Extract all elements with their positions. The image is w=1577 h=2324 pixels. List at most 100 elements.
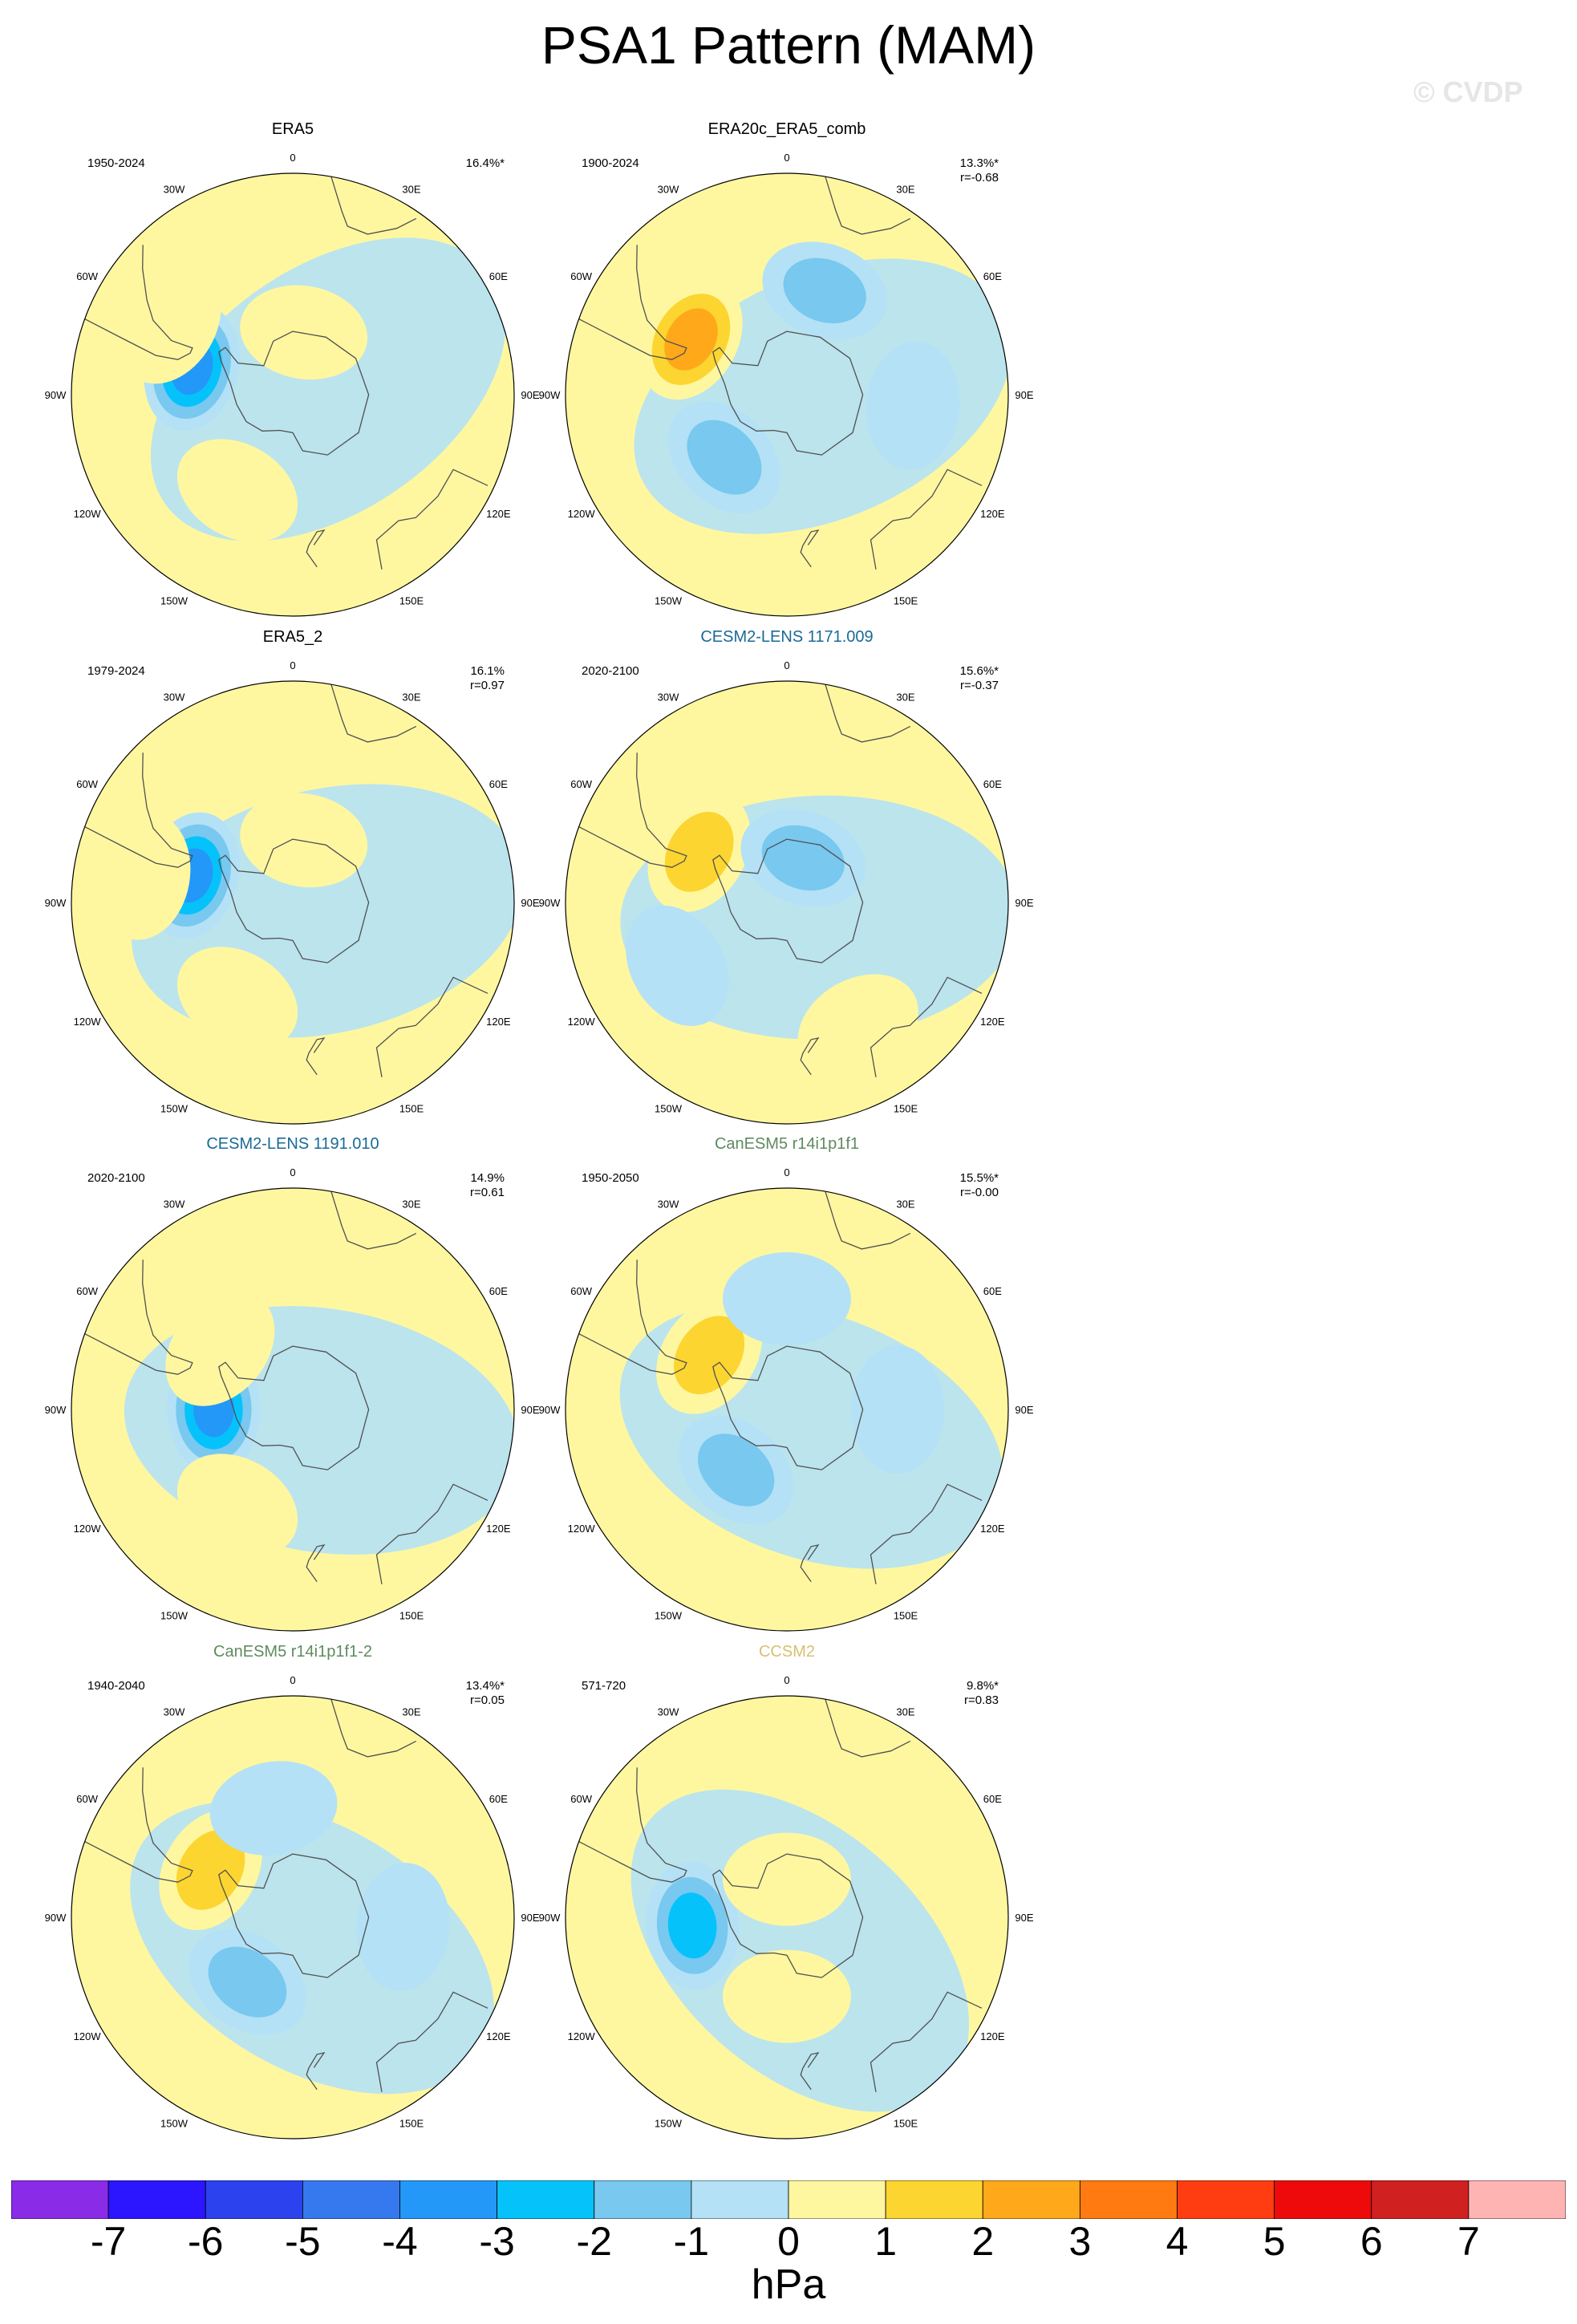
- panel-period: 1950-2050: [582, 1171, 639, 1185]
- longitude-label: 60E: [983, 1285, 1002, 1297]
- map-boundary: [565, 1695, 1009, 2139]
- pattern-correlation: r=-0.00: [960, 1186, 999, 1199]
- colorbar-bin: [1371, 2180, 1470, 2219]
- longitude-label: 60W: [76, 778, 98, 790]
- colorbar-bin: [107, 2180, 206, 2219]
- panel-title: CESM2-LENS 1191.010: [206, 1135, 379, 1153]
- low-pressure-contour: [866, 341, 960, 470]
- longitude-label: 90W: [45, 1404, 67, 1416]
- colorbar-bin: [497, 2180, 595, 2219]
- high-pressure-contour: [176, 439, 298, 542]
- colorbar-tick-label: -6: [188, 2219, 224, 2264]
- longitude-label: 30E: [896, 1706, 914, 1718]
- map-boundary: [71, 1695, 515, 2139]
- map-boundary: [71, 172, 515, 617]
- colorbar-bin: [885, 2180, 983, 2219]
- panel-stats: 9.8%* r=0.83: [926, 1679, 999, 1708]
- longitude-label: 30E: [402, 184, 420, 196]
- high-pressure-contour: [176, 1829, 245, 1910]
- colorbar-tick-label: -3: [479, 2219, 515, 2264]
- colorbar-bin: [1079, 2180, 1178, 2219]
- longitude-label: 150E: [894, 2117, 918, 2129]
- longitude-label: 90W: [539, 1404, 561, 1416]
- longitude-label: 180: [284, 2149, 302, 2150]
- longitude-label: 150E: [399, 2117, 424, 2129]
- polar-map: 030E60E90E120E150E180150W120W90W60W30W: [539, 152, 1034, 627]
- high-pressure-contour: [723, 1949, 851, 2043]
- longitude-label: 150W: [160, 1609, 189, 1621]
- south-america-coastline: [578, 752, 687, 868]
- high-pressure-contour: [797, 974, 918, 1077]
- longitude-label: 30E: [402, 1706, 420, 1718]
- south-america-coastline: [578, 1767, 687, 1883]
- longitude-label: 30W: [658, 692, 679, 704]
- polar-map: 030E60E90E120E150E180150W120W90W60W30W: [45, 659, 540, 1135]
- colorbar-bin: [788, 2180, 886, 2219]
- longitude-label: 30W: [658, 1199, 679, 1211]
- low-pressure-contour: [697, 1434, 775, 1507]
- colorbar: [11, 2180, 1566, 2219]
- low-pressure-contour: [723, 1252, 851, 1345]
- longitude-label: 30W: [658, 1706, 679, 1718]
- new-zealand-coastline: [306, 1037, 326, 1076]
- figure-title: PSA1 Pattern (MAM): [541, 15, 1036, 75]
- longitude-label: 60E: [983, 778, 1002, 790]
- longitude-label: 60W: [570, 270, 592, 282]
- longitude-label: 150W: [160, 1102, 189, 1114]
- polar-map: 030E60E90E120E150E180150W120W90W60W30W: [45, 1674, 540, 2150]
- map-boundary: [71, 1187, 515, 1632]
- high-pressure-contour: [165, 1291, 275, 1406]
- colorbar-bin: [1177, 2180, 1275, 2219]
- longitude-label: 30W: [164, 1706, 185, 1718]
- longitude-label: 60E: [983, 270, 1002, 282]
- antarctica-coastline: [218, 838, 370, 963]
- map-panel: ERA51950-202416.4%*030E60E90E120E150E180…: [0, 120, 609, 627]
- africa-coastline: [825, 176, 911, 235]
- panel-period: 2020-2100: [582, 664, 639, 678]
- low-pressure-contour: [687, 420, 762, 495]
- new-zealand-coastline: [306, 1544, 326, 1583]
- longitude-label: 90E: [521, 1912, 539, 1924]
- longitude-label: 150W: [160, 594, 189, 606]
- colorbar-tick-label: -7: [90, 2219, 127, 2264]
- high-pressure-contour: [118, 263, 221, 384]
- antarctica-coastline: [712, 838, 864, 963]
- africa-coastline: [330, 176, 417, 235]
- panel-period: 1900-2024: [582, 156, 639, 170]
- south-america-coastline: [84, 1767, 193, 1883]
- panel-stats: 13.3%* r=-0.68: [926, 156, 999, 185]
- longitude-label: 30W: [658, 184, 679, 196]
- longitude-label: 120E: [980, 1523, 1005, 1535]
- longitude-label: 90E: [521, 897, 539, 909]
- panel-period: 1940-2040: [87, 1679, 145, 1693]
- polar-map: 030E60E90E120E150E180150W120W90W60W30W: [45, 1166, 540, 1642]
- panel-period: 571-720: [582, 1679, 626, 1693]
- longitude-label: 180: [284, 1641, 302, 1642]
- longitude-label: 0: [784, 1674, 789, 1686]
- longitude-label: 150E: [399, 594, 424, 606]
- longitude-label: 120E: [486, 508, 511, 520]
- longitude-label: 120E: [486, 1016, 511, 1028]
- polar-map: 030E60E90E120E150E180150W120W90W60W30W: [539, 659, 1034, 1135]
- colorbar-tick-label: 5: [1263, 2219, 1286, 2264]
- polar-map: 030E60E90E120E150E180150W120W90W60W30W: [539, 1674, 1034, 2150]
- antarctica-coastline: [712, 331, 864, 456]
- longitude-label: 90E: [1015, 1404, 1033, 1416]
- antarctica-coastline: [712, 1345, 864, 1470]
- colorbar-tick-label: -5: [285, 2219, 321, 2264]
- longitude-label: 150W: [655, 2117, 683, 2129]
- panel-title: ERA20c_ERA5_comb: [707, 120, 866, 138]
- longitude-label: 90W: [45, 1912, 67, 1924]
- africa-coastline: [825, 1699, 911, 1758]
- longitude-label: 60W: [76, 1285, 98, 1297]
- panel-stats: 16.4%*: [432, 156, 505, 171]
- colorbar-bin: [302, 2180, 400, 2219]
- panel-title: ERA5_2: [262, 628, 323, 646]
- polar-map: 030E60E90E120E150E180150W120W90W60W30W: [539, 1166, 1034, 1642]
- antarctica-coastline: [712, 1853, 864, 1978]
- africa-coastline: [825, 1191, 911, 1250]
- longitude-label: 120E: [486, 1523, 511, 1535]
- high-pressure-contour: [176, 1454, 298, 1557]
- longitude-label: 0: [290, 1674, 295, 1686]
- longitude-label: 60E: [489, 1793, 508, 1805]
